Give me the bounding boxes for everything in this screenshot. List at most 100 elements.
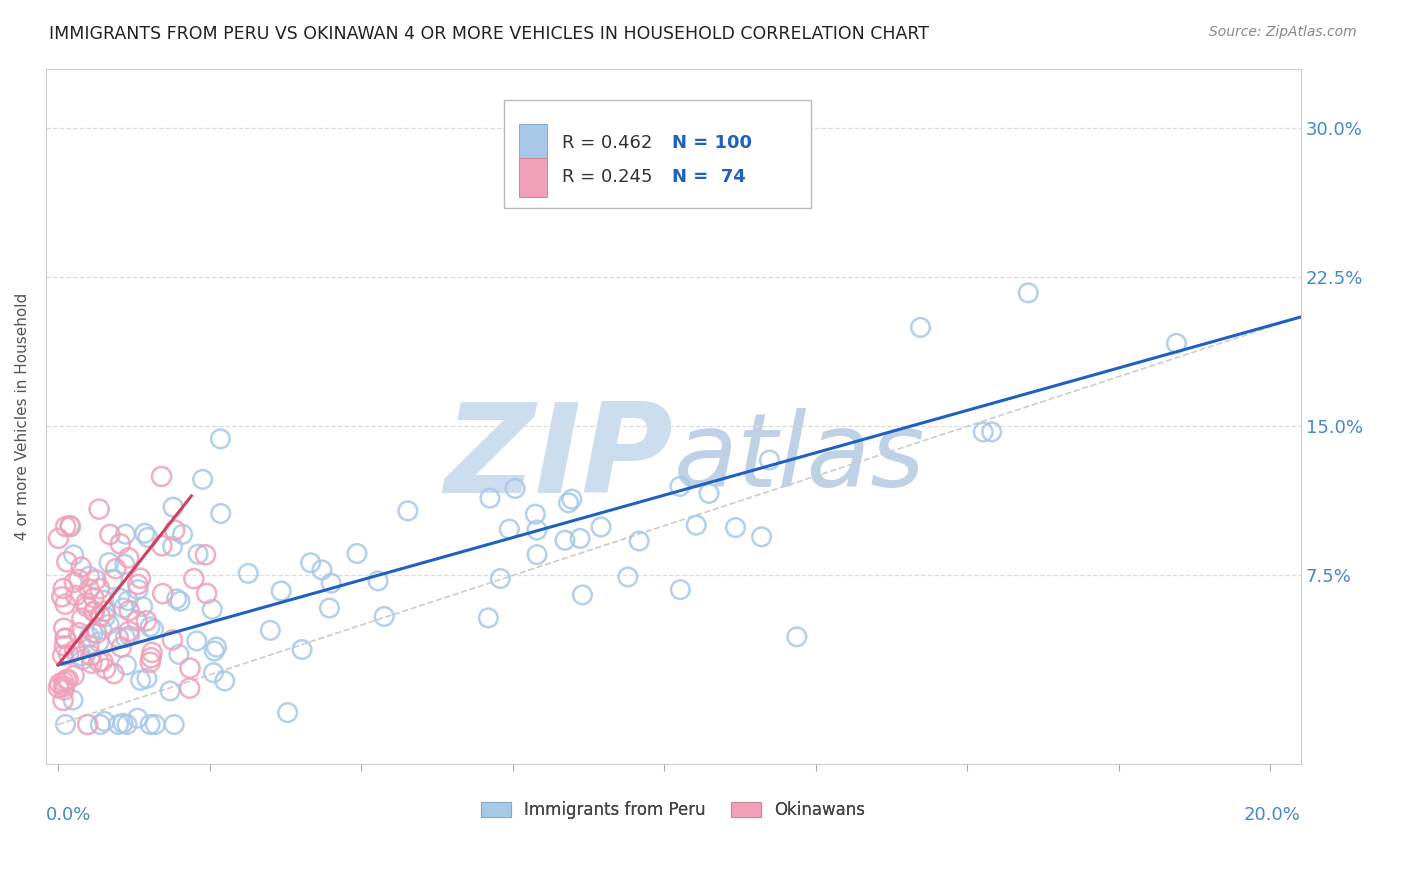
Point bbox=[48, 681, 70, 695]
Point bbox=[554, 533, 576, 548]
FancyBboxPatch shape bbox=[519, 124, 547, 162]
Point bbox=[259, 624, 281, 638]
Y-axis label: 4 or more Vehicles in Household: 4 or more Vehicles in Household bbox=[15, 293, 30, 540]
Point bbox=[396, 504, 419, 518]
Point bbox=[118, 604, 141, 618]
Point bbox=[108, 591, 131, 606]
Point bbox=[59, 519, 82, 533]
Point bbox=[159, 684, 181, 698]
Point bbox=[277, 706, 299, 720]
Point bbox=[94, 604, 117, 618]
Point bbox=[52, 675, 75, 690]
Point bbox=[53, 597, 76, 611]
Point bbox=[373, 609, 395, 624]
Point bbox=[70, 611, 93, 625]
Point bbox=[87, 655, 110, 669]
Point bbox=[751, 530, 773, 544]
Point bbox=[114, 631, 136, 645]
Point bbox=[115, 658, 138, 673]
Text: 20.0%: 20.0% bbox=[1244, 806, 1301, 824]
Point bbox=[489, 572, 512, 586]
Point bbox=[321, 576, 343, 591]
Text: R = 0.245: R = 0.245 bbox=[561, 169, 652, 186]
Text: N = 100: N = 100 bbox=[672, 134, 752, 152]
FancyBboxPatch shape bbox=[503, 100, 811, 208]
Point bbox=[89, 502, 111, 516]
Point bbox=[910, 320, 932, 334]
Point bbox=[139, 717, 162, 731]
Point bbox=[48, 676, 70, 690]
Legend: Immigrants from Peru, Okinawans: Immigrants from Peru, Okinawans bbox=[474, 794, 872, 825]
Point bbox=[202, 644, 225, 658]
Point bbox=[136, 671, 159, 685]
Point bbox=[524, 507, 547, 521]
Point bbox=[94, 662, 117, 676]
Point bbox=[52, 582, 75, 596]
Point bbox=[172, 527, 194, 541]
Point bbox=[89, 582, 111, 596]
Point bbox=[143, 717, 166, 731]
Point bbox=[112, 716, 135, 731]
Point bbox=[114, 527, 136, 541]
Point bbox=[163, 523, 186, 537]
Point bbox=[589, 520, 612, 534]
Point bbox=[53, 680, 76, 694]
Point bbox=[79, 630, 101, 644]
Point bbox=[63, 575, 86, 590]
Point bbox=[112, 601, 135, 615]
Point bbox=[209, 507, 232, 521]
Point bbox=[526, 523, 548, 537]
Point bbox=[697, 486, 720, 500]
Point bbox=[311, 563, 333, 577]
Point bbox=[167, 648, 190, 662]
Point bbox=[86, 626, 108, 640]
Point bbox=[758, 453, 780, 467]
Point bbox=[163, 717, 186, 731]
Point bbox=[209, 432, 232, 446]
Point bbox=[214, 673, 236, 688]
Point bbox=[98, 527, 121, 541]
Point bbox=[118, 629, 141, 643]
Point bbox=[76, 599, 98, 614]
Point bbox=[786, 630, 808, 644]
Point bbox=[1017, 285, 1039, 300]
Point bbox=[55, 717, 77, 731]
Point bbox=[136, 531, 159, 545]
Point bbox=[127, 577, 149, 591]
Point bbox=[76, 717, 98, 731]
Point bbox=[67, 573, 90, 587]
Point bbox=[628, 534, 651, 549]
Point bbox=[299, 556, 322, 570]
Point bbox=[162, 500, 184, 515]
Point bbox=[98, 556, 121, 570]
Point bbox=[52, 693, 75, 707]
Point bbox=[70, 560, 93, 574]
Point bbox=[162, 540, 184, 554]
Point bbox=[79, 569, 101, 583]
Point bbox=[103, 666, 125, 681]
Point bbox=[98, 617, 121, 632]
Point bbox=[238, 566, 260, 581]
Point bbox=[195, 586, 218, 600]
Point bbox=[48, 532, 70, 546]
Point bbox=[201, 602, 224, 616]
Text: ZIP: ZIP bbox=[444, 398, 673, 518]
Point bbox=[56, 555, 79, 569]
Point bbox=[107, 717, 129, 731]
Point bbox=[139, 655, 162, 669]
Point bbox=[367, 574, 389, 588]
Point bbox=[62, 548, 84, 562]
Point bbox=[129, 571, 152, 585]
Point bbox=[669, 582, 692, 597]
Point bbox=[87, 635, 110, 649]
Point bbox=[142, 622, 165, 636]
Point bbox=[125, 614, 148, 628]
Point bbox=[55, 519, 77, 533]
Point bbox=[63, 643, 86, 657]
Point bbox=[62, 693, 84, 707]
Point bbox=[134, 526, 156, 541]
Text: N =  74: N = 74 bbox=[672, 169, 745, 186]
Point bbox=[169, 594, 191, 608]
Point bbox=[186, 634, 208, 648]
Point bbox=[724, 520, 747, 534]
